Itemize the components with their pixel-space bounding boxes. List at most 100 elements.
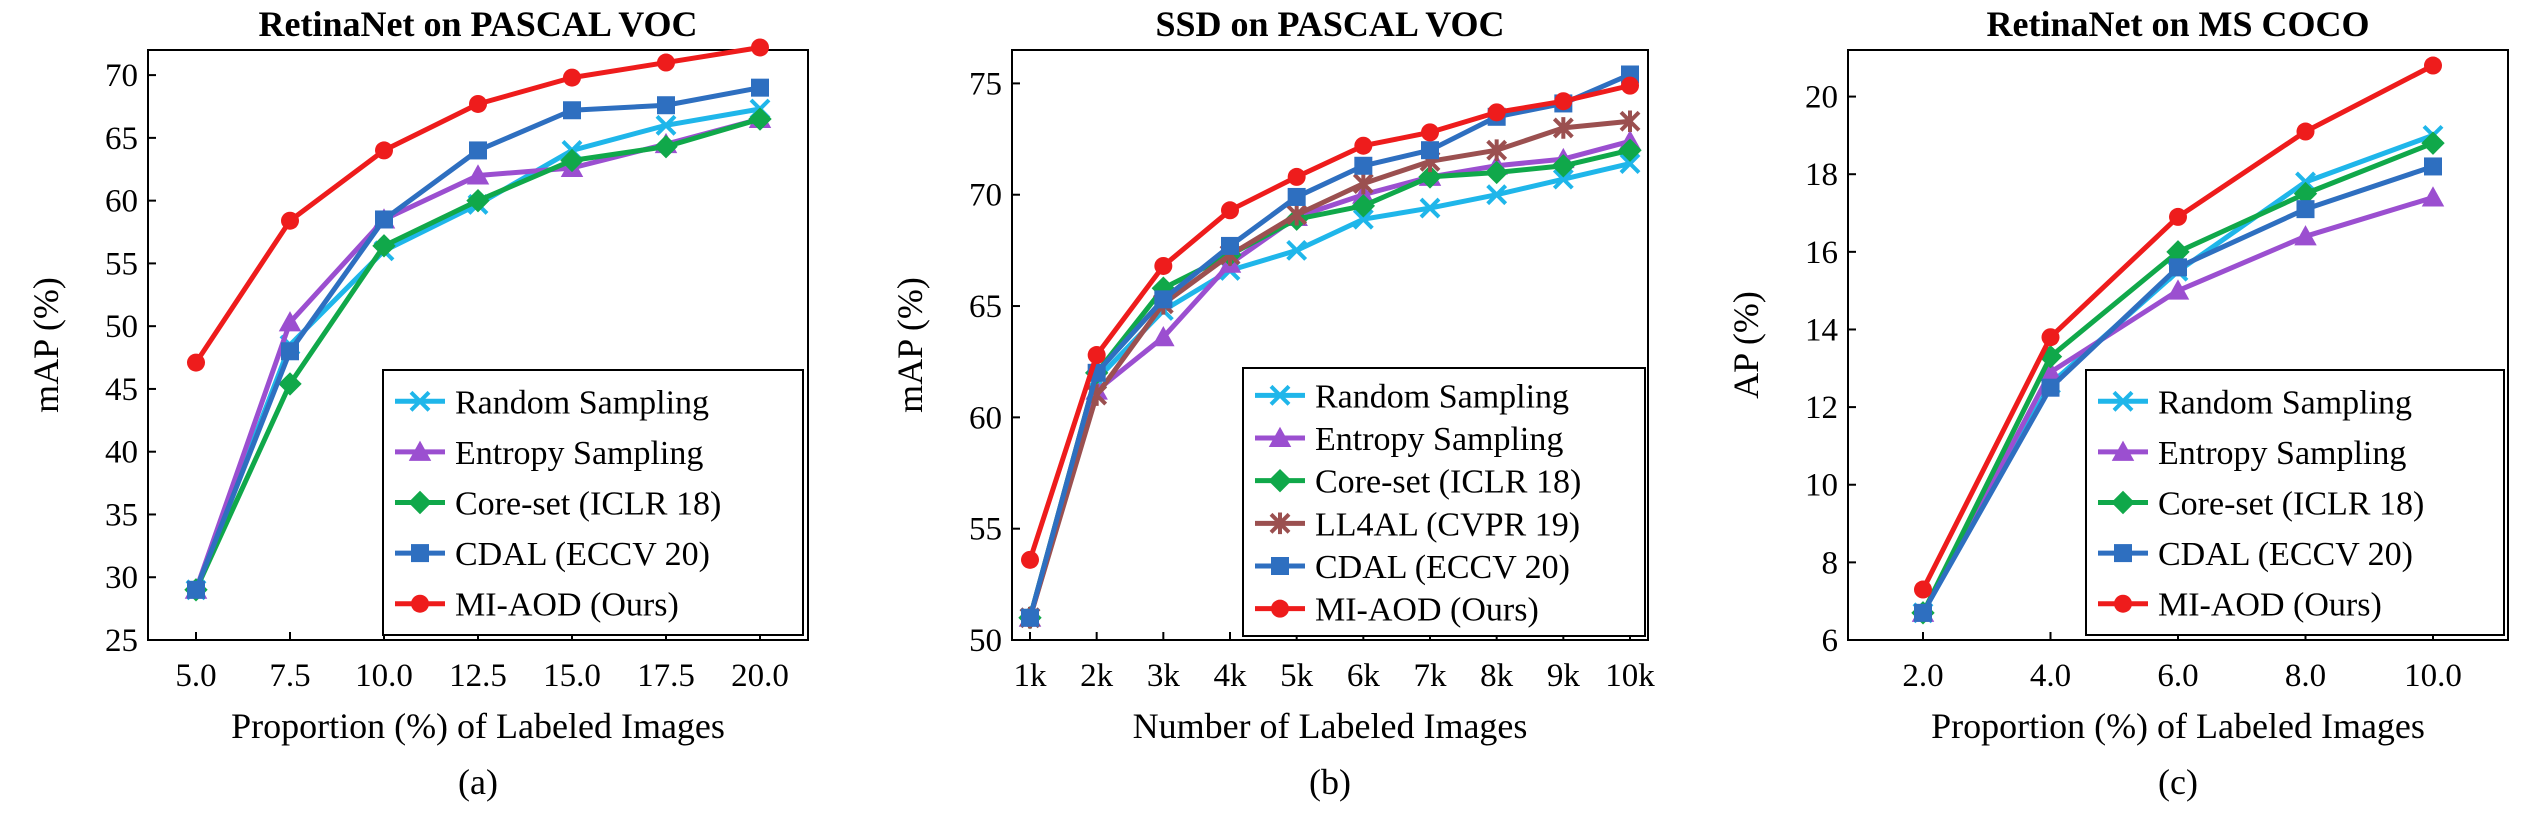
legend-swatch-marker [1269,384,1291,406]
y-tick-label: 65 [105,121,138,157]
y-tick-label: 50 [105,309,138,345]
data-point [187,580,205,599]
plot-frame [1011,49,1649,641]
x-tick-label: 15.0 [543,658,601,694]
data-point [1619,153,1641,174]
series-line [1027,147,1631,619]
legend-swatch-marker [411,594,429,613]
x-tick-label: 10.0 [2404,658,2462,694]
legend-entry: Random Sampling [1315,378,1569,415]
data-point [1287,167,1306,186]
legend-swatch-marker [1268,426,1292,447]
data-point [751,78,769,97]
data-point [1354,136,1373,155]
x-tick-label: 8.0 [2285,658,2326,694]
data-point [1286,239,1308,261]
data-point [655,114,677,136]
legend-swatch-marker [2114,544,2132,563]
legend-entry: CDAL (ECCV 20) [455,536,710,573]
data-point [1021,550,1039,569]
data-point [1287,187,1306,206]
data-point [1487,103,1506,122]
data-point [2169,258,2187,277]
x-tick-label: 8k [1480,658,1514,694]
x-tick-label: 2k [1080,658,1114,694]
data-point [1021,608,1039,627]
data-point [2421,131,2445,155]
y-tick-label: 12 [1805,390,1838,426]
data-point [1484,160,1509,185]
legend-entry: Random Sampling [2158,384,2412,421]
legend-swatch-marker [1268,468,1292,493]
subfigure-caption: (b) [1309,762,1351,802]
legend-entry: Random Sampling [455,384,709,421]
x-tick-label: 6.0 [2157,658,2198,694]
data-point [560,148,584,173]
data-point [1621,76,1639,95]
x-tick-label: 10.0 [355,658,413,694]
x-axis-label: Number of Labeled Images [1133,706,1528,746]
data-point [2296,200,2315,219]
data-point [1418,165,1442,189]
data-point [1914,580,1932,599]
series-line [1027,72,1631,619]
y-tick-label: 40 [105,435,138,471]
x-tick-label: 7.5 [269,658,310,694]
y-tick-label: 35 [105,497,138,533]
data-point [469,94,487,113]
x-tick-label: 5.0 [175,658,216,694]
x-tick-label: 6k [1347,658,1381,694]
data-point [1352,208,1374,230]
y-tick-label: 75 [969,66,1002,102]
y-tick-label: 25 [105,623,138,659]
data-point [1351,194,1376,218]
legend-swatch-marker [2111,440,2135,461]
data-point [748,107,772,131]
data-point [2169,207,2187,226]
data-point [281,342,299,361]
y-tick-label: 30 [105,560,138,596]
data-point [2166,279,2190,300]
subfigure-caption: (a) [458,762,498,802]
data-point [563,68,581,87]
y-tick-label: 65 [969,289,1002,325]
y-axis-label: AP (%) [1726,291,1766,399]
x-tick-label: 4.0 [2030,658,2071,694]
legend-entry: Entropy Sampling [1315,421,1563,458]
data-point [1419,197,1441,219]
legend-swatch-marker [2114,594,2132,613]
chart-title: SSD on PASCAL VOC [1155,4,1504,44]
data-point [657,53,675,72]
chart-panel-0: RetinaNet on PASCAL VOC 25 30 35 40 45 50 55 60 6… [26,4,809,802]
data-point [2294,225,2317,246]
data-point [1619,110,1641,133]
x-tick-label: 3k [1147,658,1181,694]
legend-entry: MI-AOD (Ours) [2158,587,2382,624]
data-point [1221,236,1239,255]
data-point [375,141,393,160]
data-point [751,38,769,57]
data-point [563,101,581,120]
chart-title: RetinaNet on PASCAL VOC [259,4,698,44]
y-tick-label: 14 [1805,312,1838,348]
data-point [2041,328,2060,347]
legend-box [382,369,804,636]
legend-entry: Core-set (ICLR 18) [455,486,721,523]
y-tick-label: 20 [1805,80,1838,116]
y-tick-label: 60 [969,400,1002,436]
y-tick-label: 45 [105,372,138,408]
x-tick-label: 17.5 [637,658,695,694]
legend-swatch-marker [1271,599,1289,618]
y-axis-label: mAP (%) [26,277,66,413]
x-tick-label: 20.0 [731,658,789,694]
data-point [1154,290,1173,309]
legend-entry: Entropy Sampling [2158,435,2406,472]
data-point [2039,360,2062,382]
data-point [375,210,393,229]
data-point [187,353,205,372]
legend-entry: MI-AOD (Ours) [455,587,679,624]
data-point [278,372,302,396]
chart-title: RetinaNet on MS COCO [1987,4,2370,44]
legend-entry: LL4AL (CVPR 19) [1315,506,1580,543]
x-tick-label: 1k [1014,658,1048,694]
